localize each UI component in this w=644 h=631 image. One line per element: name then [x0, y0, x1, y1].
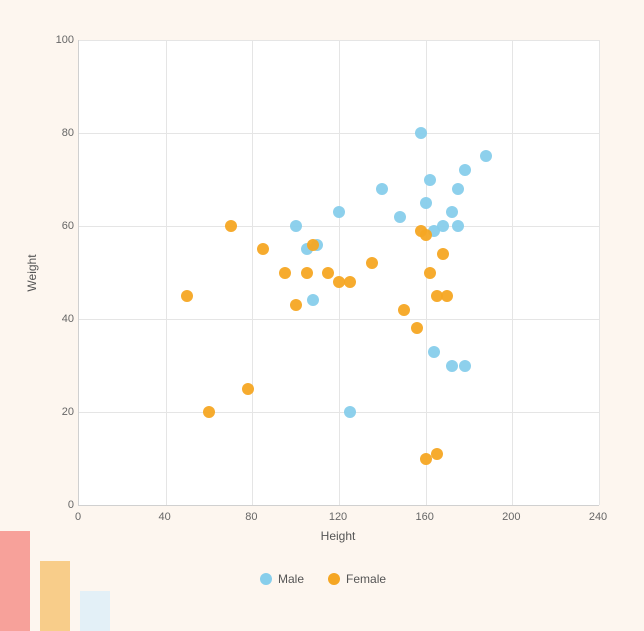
data-point — [411, 322, 423, 334]
decorative-bar — [40, 561, 70, 631]
data-point — [415, 127, 427, 139]
gridline-vertical — [339, 40, 340, 505]
data-point — [203, 406, 215, 418]
data-point — [398, 304, 410, 316]
data-point — [424, 174, 436, 186]
x-axis-title: Height — [321, 529, 356, 543]
data-point — [366, 257, 378, 269]
decorative-bar — [0, 531, 30, 631]
data-point — [307, 294, 319, 306]
gridline-horizontal — [79, 412, 599, 413]
x-tick-label: 200 — [502, 511, 520, 523]
x-tick-label: 0 — [75, 511, 81, 523]
gridline-horizontal — [79, 319, 599, 320]
x-tick-label: 120 — [329, 511, 347, 523]
decorative-bar — [80, 591, 110, 631]
legend-swatch — [328, 573, 340, 585]
data-point — [344, 406, 356, 418]
data-point — [394, 211, 406, 223]
data-point — [446, 206, 458, 218]
legend-label: Male — [278, 572, 304, 586]
data-point — [441, 290, 453, 302]
y-tick-label: 60 — [54, 220, 74, 232]
gridline-vertical — [599, 40, 600, 505]
legend-item[interactable]: Male — [260, 572, 304, 586]
data-point — [459, 360, 471, 372]
data-point — [290, 299, 302, 311]
gridline-horizontal — [79, 226, 599, 227]
legend-swatch — [260, 573, 272, 585]
data-point — [181, 290, 193, 302]
data-point — [307, 239, 319, 251]
x-tick-label: 40 — [159, 511, 171, 523]
gridline-vertical — [166, 40, 167, 505]
x-tick-label: 80 — [245, 511, 257, 523]
data-point — [290, 220, 302, 232]
data-point — [480, 150, 492, 162]
data-point — [452, 183, 464, 195]
data-point — [420, 229, 432, 241]
data-point — [376, 183, 388, 195]
data-point — [437, 220, 449, 232]
x-tick-label: 160 — [415, 511, 433, 523]
data-point — [257, 243, 269, 255]
gridline-horizontal — [79, 40, 599, 41]
data-point — [242, 383, 254, 395]
y-tick-label: 0 — [54, 499, 74, 511]
data-point — [424, 267, 436, 279]
y-tick-label: 100 — [54, 34, 74, 46]
scatter-chart: 0 40 80 120 160 200 240 0 20 40 60 80 100 Height Weigh… — [0, 0, 644, 631]
data-point — [446, 360, 458, 372]
data-point — [431, 448, 443, 460]
data-point — [279, 267, 291, 279]
y-tick-label: 40 — [54, 313, 74, 325]
gridline-vertical — [512, 40, 513, 505]
gridline-vertical — [252, 40, 253, 505]
data-point — [344, 276, 356, 288]
y-tick-label: 20 — [54, 406, 74, 418]
data-point — [322, 267, 334, 279]
legend-label: Female — [346, 572, 386, 586]
data-point — [420, 197, 432, 209]
legend-item[interactable]: Female — [328, 572, 386, 586]
y-tick-label: 80 — [54, 127, 74, 139]
data-point — [428, 346, 440, 358]
data-point — [301, 267, 313, 279]
data-point — [452, 220, 464, 232]
data-point — [459, 164, 471, 176]
legend: Male Female — [260, 572, 386, 586]
data-point — [225, 220, 237, 232]
x-tick-label: 240 — [589, 511, 607, 523]
data-point — [333, 206, 345, 218]
data-point — [437, 248, 449, 260]
plot-area — [78, 40, 599, 506]
y-axis-title: Weight — [25, 254, 39, 291]
gridline-horizontal — [79, 133, 599, 134]
